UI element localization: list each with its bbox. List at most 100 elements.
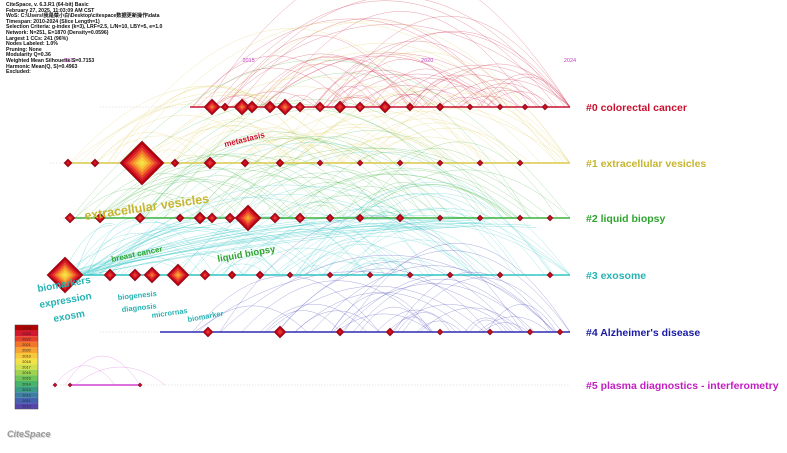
- keyword-node[interactable]: [556, 328, 564, 336]
- keyword-node[interactable]: [94, 212, 106, 224]
- keyword-node[interactable]: [396, 159, 404, 167]
- keyword-node[interactable]: [325, 213, 335, 223]
- keyword-node[interactable]: [286, 271, 294, 279]
- keyword-node[interactable]: [206, 212, 218, 224]
- keyword-node[interactable]: [90, 158, 100, 168]
- keyword-node[interactable]: [143, 266, 161, 284]
- cooccurrence-arc: [332, 283, 535, 333]
- keyword-node[interactable]: [335, 327, 345, 337]
- cooccurrence-arc: [86, 173, 242, 219]
- keyword-node[interactable]: [137, 382, 143, 388]
- keyword-node[interactable]: [240, 158, 250, 168]
- cooccurrence-arc: [478, 316, 549, 333]
- keyword-node[interactable]: [476, 214, 484, 222]
- keyword-node[interactable]: [128, 268, 142, 282]
- cooccurrence-arc: [426, 63, 571, 108]
- keyword-label: liquid biopsy: [217, 244, 277, 265]
- header-line: Weighted Mean Silhouette S=0.7153: [6, 57, 95, 64]
- keyword-node[interactable]: [166, 263, 190, 287]
- keyword-node[interactable]: [234, 204, 262, 232]
- cooccurrence-arc: [368, 93, 570, 164]
- cooccurrence-arc: [357, 77, 492, 108]
- keyword-node[interactable]: [175, 213, 185, 223]
- keyword-node[interactable]: [496, 271, 504, 279]
- keyword-node[interactable]: [119, 140, 165, 186]
- keyword-node[interactable]: [202, 326, 214, 338]
- keyword-node[interactable]: [275, 158, 285, 168]
- keyword-node[interactable]: [355, 213, 365, 223]
- cooccurrence-arc: [421, 85, 505, 108]
- keyword-node[interactable]: [203, 98, 221, 116]
- keyword-node[interactable]: [378, 100, 392, 114]
- keyword-node[interactable]: [546, 271, 554, 279]
- keyword-node[interactable]: [436, 214, 444, 222]
- keyword-node[interactable]: [526, 328, 534, 336]
- keyword-node[interactable]: [486, 328, 494, 336]
- keyword-node[interactable]: [476, 159, 484, 167]
- cooccurrence-arc: [96, 114, 272, 164]
- keyword-node[interactable]: [446, 271, 454, 279]
- cooccurrence-arc: [269, 173, 512, 219]
- keyword-node[interactable]: [269, 212, 281, 224]
- cooccurrence-arc: [241, 280, 433, 333]
- keyword-node[interactable]: [233, 98, 251, 116]
- keyword-node[interactable]: [64, 212, 76, 224]
- cooccurrence-arc: [294, 310, 380, 333]
- keyword-node[interactable]: [326, 271, 334, 279]
- keyword-node[interactable]: [227, 270, 237, 280]
- keyword-node[interactable]: [263, 100, 277, 114]
- keyword-node[interactable]: [220, 102, 230, 112]
- cluster-label[interactable]: #4 Alzheimer's disease: [586, 327, 700, 339]
- cooccurrence-arc: [138, 175, 299, 219]
- keyword-node[interactable]: [316, 159, 324, 167]
- keyword-node[interactable]: [436, 328, 444, 336]
- cluster-label[interactable]: #1 extracellular vesicles: [586, 158, 706, 170]
- keyword-node[interactable]: [170, 158, 180, 168]
- keyword-node[interactable]: [134, 212, 146, 224]
- cooccurrence-arc: [294, 292, 469, 333]
- keyword-node[interactable]: [255, 270, 265, 280]
- keyword-node[interactable]: [67, 382, 73, 388]
- keyword-node[interactable]: [63, 158, 73, 168]
- keyword-node[interactable]: [103, 268, 117, 282]
- keyword-node[interactable]: [245, 100, 259, 114]
- keyword-node[interactable]: [276, 98, 294, 116]
- keyword-node[interactable]: [406, 271, 414, 279]
- cooccurrence-arc: [386, 304, 512, 333]
- keyword-node[interactable]: [405, 102, 415, 112]
- keyword-node[interactable]: [435, 102, 445, 112]
- cooccurrence-arc: [197, 305, 308, 333]
- keyword-node[interactable]: [466, 103, 474, 111]
- keyword-node[interactable]: [354, 101, 366, 113]
- keyword-node[interactable]: [385, 327, 395, 337]
- keyword-node[interactable]: [273, 325, 287, 339]
- keyword-node[interactable]: [52, 382, 58, 388]
- keyword-node[interactable]: [521, 103, 529, 111]
- keyword-node[interactable]: [496, 103, 504, 111]
- keyword-node[interactable]: [224, 212, 236, 224]
- cluster-label[interactable]: #5 plasma diagnostics - interferometry: [586, 380, 779, 392]
- keyword-node[interactable]: [395, 213, 405, 223]
- cluster-label[interactable]: #0 colorectal cancer: [586, 102, 687, 114]
- keyword-node[interactable]: [203, 156, 217, 170]
- header-line: Excluded:: [6, 69, 31, 76]
- keyword-node[interactable]: [356, 159, 364, 167]
- keyword-node[interactable]: [314, 101, 326, 113]
- legend-swatch: [15, 403, 38, 409]
- keyword-node[interactable]: [546, 214, 554, 222]
- keyword-node[interactable]: [436, 159, 444, 167]
- keyword-node[interactable]: [294, 101, 306, 113]
- keyword-node[interactable]: [541, 103, 549, 111]
- keyword-node[interactable]: [516, 214, 524, 222]
- keyword-node[interactable]: [46, 256, 84, 294]
- cluster-label[interactable]: #3 exosome: [586, 270, 646, 282]
- keyword-node[interactable]: [333, 100, 347, 114]
- keyword-node[interactable]: [516, 159, 524, 167]
- cluster-label[interactable]: #2 liquid biopsy: [586, 213, 666, 225]
- keyword-node[interactable]: [294, 212, 306, 224]
- keyword-node[interactable]: [366, 271, 374, 279]
- keyword-node[interactable]: [199, 269, 211, 281]
- keyword-node[interactable]: [193, 211, 207, 225]
- cooccurrence-arc: [218, 161, 405, 219]
